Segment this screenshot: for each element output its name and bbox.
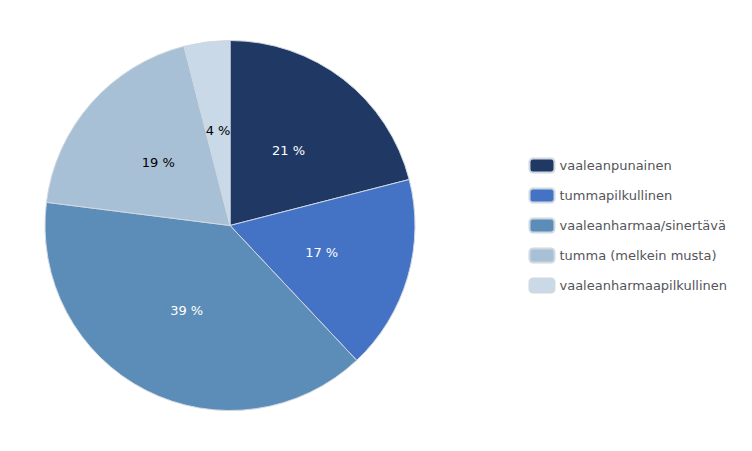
svg-text:vaaleanharmaa/sinertävä: vaaleanharmaa/sinertävä [559,218,725,233]
svg-text:21 %: 21 % [272,143,305,158]
svg-text:tummapilkullinen: tummapilkullinen [559,188,672,203]
svg-text:4 %: 4 % [206,123,231,138]
svg-text:39 %: 39 % [170,303,203,318]
svg-text:19 %: 19 % [142,155,175,170]
svg-text:vaaleanpunainen: vaaleanpunainen [559,158,671,173]
svg-text:tumma (melkein musta): tumma (melkein musta) [559,248,716,263]
svg-text:17 %: 17 % [305,245,338,260]
svg-text:vaaleanharmaapilkullinen: vaaleanharmaapilkullinen [559,278,727,293]
